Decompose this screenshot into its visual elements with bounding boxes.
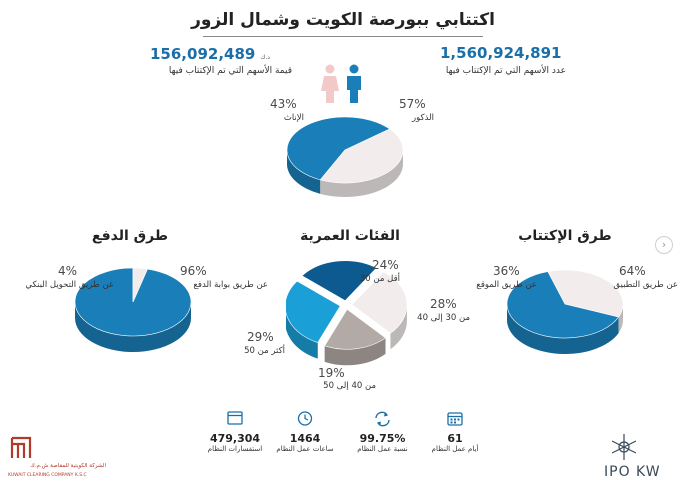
gender-icons [321, 64, 361, 103]
calendar-icon-dot [454, 418, 456, 421]
label-age-40-50: من 40 إلى 50 [323, 381, 376, 391]
shares-count-number: 1,560,924,891 [440, 44, 562, 62]
ipo-logo-star [611, 434, 637, 460]
calendar-icon-dot [450, 421, 453, 424]
stat-days-value: 61 [447, 432, 463, 445]
company-name-en: KUWAIT CLEARING COMPANY K.S.C [8, 473, 87, 478]
pie-slice [319, 128, 404, 184]
pie-slice-side [324, 337, 386, 366]
stat-inquiries-value: 479,304 [209, 432, 261, 445]
calendar-icon-dot [457, 418, 460, 421]
stat-uptime-label: نسبة عمل النظام [357, 445, 408, 453]
calendar-icon [447, 412, 463, 426]
label-via-website: عن طريق الموقع [476, 280, 537, 290]
company-name-ar: الشركة الكويتية للمقاصة ش.م.ك [30, 463, 106, 469]
label-payment-gateway: عن طريق بوابة الدفع [193, 280, 268, 290]
refresh-icon [375, 411, 390, 427]
male-body [347, 76, 361, 103]
female-person-icon [321, 64, 339, 103]
pie-slice-side [75, 302, 191, 352]
currency-unit: د.ك [260, 54, 270, 61]
label-bank-transfer: عن طريق التحويل البنكي [25, 280, 114, 290]
calendar-icon-dot [450, 418, 453, 421]
section-title-subscription: طرق الإكتتاب [518, 228, 612, 244]
stat-uptime: 99.75% نسبة عمل النظام [345, 410, 420, 453]
pie-slice [351, 271, 408, 334]
pct-age-over50: 29% [247, 330, 274, 344]
pie-slice-side [320, 150, 403, 197]
pie-slice-side [507, 304, 619, 354]
stat-hours-label: ساعات عمل النظام [276, 445, 334, 453]
pie-slice [547, 269, 624, 318]
pct-male: 57% [399, 97, 426, 111]
pct-female: 43% [270, 97, 297, 111]
label-via-app: عن طريق التطبيق [613, 280, 678, 290]
kcc-logo-icon [10, 436, 32, 458]
clock-icon [297, 411, 313, 426]
pct-via-website: 36% [493, 264, 520, 278]
refresh-icon-arrow-bottom [377, 421, 381, 426]
pie-slice [132, 267, 148, 303]
pie-slice [324, 308, 387, 350]
shares-value-label: قيمة الأسهم التي تم الإكتتاب فيها [168, 66, 292, 76]
male-person-icon [347, 64, 361, 103]
shares-value-stat: د.ك 156,092,489 [150, 44, 310, 63]
pct-bank-transfer: 4% [58, 264, 78, 278]
calendar-icon-dot [454, 421, 456, 424]
label-age-over50: أكثر من 50 [244, 346, 285, 356]
pie-slice-side [287, 150, 321, 194]
label-female: الإناث [283, 113, 304, 123]
ipo-logo-ring [618, 441, 630, 453]
stat-days-label: أيام عمل النظام [431, 445, 479, 453]
section-title-age: الفئات العمرية [300, 228, 400, 244]
pct-age-30-40: 28% [430, 297, 457, 311]
window-icon [227, 411, 243, 425]
shares-value-number: 156,092,489 [150, 45, 256, 63]
ipo-logo-ray [611, 440, 637, 454]
title-divider [203, 36, 483, 37]
age-pie-chart [286, 260, 408, 366]
clock-icon-hands [304, 414, 309, 421]
payment-pie-chart [74, 267, 192, 352]
pct-age-under30: 24% [372, 258, 399, 272]
page-title: اكتتابي ببورصة الكويت وشمال الزور [191, 10, 495, 30]
male-head [349, 64, 359, 74]
stat-inquiries: 479,304 استفسارات النظام [200, 410, 270, 453]
female-body [321, 76, 339, 103]
pie-slice [286, 116, 391, 181]
pie-slice [286, 280, 341, 343]
calendar-icon-frame [447, 412, 463, 426]
pct-age-40-50: 19% [318, 366, 345, 380]
shares-count-label: عدد الأسهم التي تم الإكتتاب فيها [445, 66, 566, 76]
stat-days: 61 أيام عمل النظام [420, 410, 490, 453]
pie-slice-side [390, 304, 407, 350]
window-icon-frame [227, 411, 243, 425]
female-head [325, 64, 335, 74]
label-male: الذكور [412, 113, 434, 123]
pie-slice [506, 271, 620, 339]
gender-pie-chart [286, 116, 404, 197]
pct-payment-gateway: 96% [180, 264, 207, 278]
pie-slice-side [286, 312, 318, 359]
pie-slice [301, 260, 378, 302]
label-age-30-40: من 30 إلى 40 [417, 313, 470, 323]
subscription-pie-chart [506, 269, 624, 354]
section-title-payment: طرق الدفع [91, 228, 169, 244]
ipo-logo-text: IPO KW [604, 464, 661, 480]
pct-via-app: 64% [619, 264, 646, 278]
label-age-under30: أقل من 30 [359, 274, 400, 284]
kcc-logo-mark [10, 436, 32, 458]
refresh-icon-arrow-top [384, 412, 388, 417]
stat-hours-value: 1464 [289, 432, 321, 445]
stat-hours: 1464 ساعات عمل النظام [270, 410, 340, 453]
slider-next-button[interactable]: › [655, 236, 673, 254]
ipo-logo-icon [611, 434, 637, 460]
stat-uptime-value: 99.75% [359, 432, 406, 445]
clock-icon-face [297, 411, 313, 426]
stat-inquiries-label: استفسارات النظام [207, 445, 263, 453]
